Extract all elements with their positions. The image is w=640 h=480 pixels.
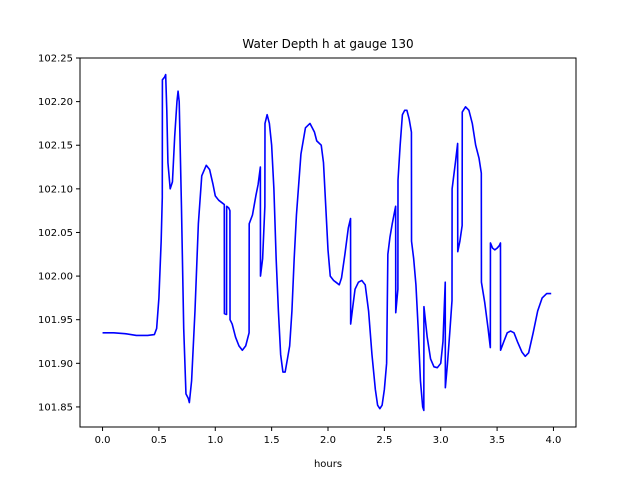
plot-frame: [79, 57, 577, 428]
y-tick-label: 102.20: [38, 97, 73, 108]
y-tick-label: 101.95: [38, 315, 73, 326]
x-axis: 0.0 0.5 1.0 1.5 2.0 2.5 3.0 3.5 4.0: [95, 427, 562, 446]
y-tick-label: 101.90: [38, 359, 73, 370]
x-tick-label: 0.0: [95, 435, 111, 446]
x-tick-label: 2.5: [376, 435, 392, 446]
y-axis: 101.85 101.90 101.95 102.00 102.05 102.10 102.…: [38, 54, 80, 413]
x-tick-label: 1.0: [207, 435, 223, 446]
y-tick-label: 102.15: [38, 141, 73, 152]
x-tick-label: 4.0: [546, 435, 562, 446]
series-line: [102, 73, 552, 412]
y-tick-label: 102.00: [38, 272, 73, 283]
y-tick-label: 102.05: [38, 228, 73, 239]
x-tick-label: 2.0: [320, 435, 336, 446]
x-axis-label: hours: [314, 459, 342, 470]
y-tick-label: 102.25: [38, 54, 73, 65]
chart-title: Water Depth h at gauge 130: [242, 37, 413, 51]
y-tick-label: 101.85: [38, 402, 73, 413]
x-tick-label: 0.5: [151, 435, 167, 446]
x-tick-label: 1.5: [264, 435, 280, 446]
y-tick-label: 102.10: [38, 184, 73, 195]
series-layer: [102, 73, 552, 412]
x-tick-label: 3.5: [489, 435, 505, 446]
x-tick-label: 3.0: [433, 435, 449, 446]
